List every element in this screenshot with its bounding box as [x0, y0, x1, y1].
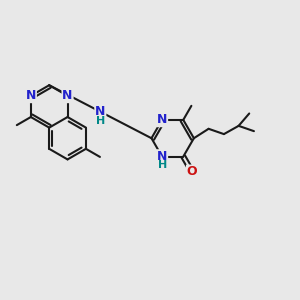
Text: N: N — [157, 150, 167, 163]
Text: O: O — [187, 165, 197, 178]
Text: N: N — [157, 113, 167, 126]
Text: H: H — [96, 116, 106, 126]
Text: H: H — [158, 160, 167, 170]
Text: N: N — [95, 105, 106, 118]
Text: N: N — [62, 89, 73, 102]
Text: N: N — [26, 89, 36, 102]
